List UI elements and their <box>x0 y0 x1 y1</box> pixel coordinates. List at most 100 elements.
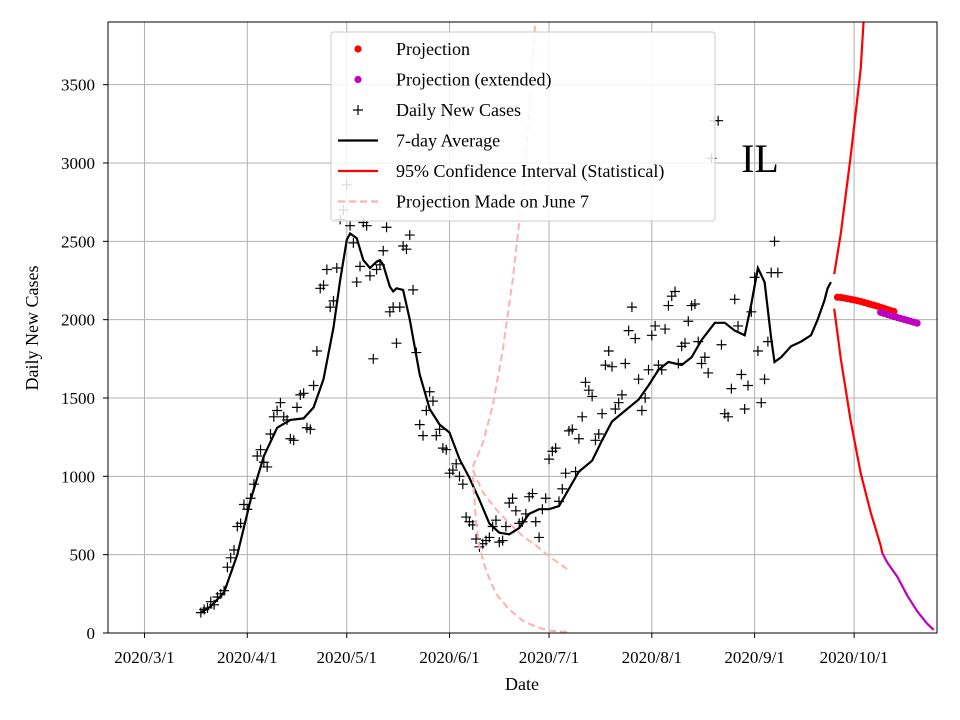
x-tick-label: 2020/10/1 <box>820 648 889 667</box>
daily-cases-marker <box>527 488 538 499</box>
plot-frame <box>107 21 938 634</box>
x-tick-label: 2020/4/1 <box>217 648 277 667</box>
legend: Projection Projection (extended) Daily New… <box>330 31 716 222</box>
y-axis-label: Daily New Cases <box>22 266 42 391</box>
daily-cases-marker <box>670 286 681 297</box>
projection-extended-point <box>913 319 921 327</box>
y-tick-label: 1000 <box>61 467 95 486</box>
daily-cases-marker <box>394 302 405 313</box>
daily-cases-marker <box>292 402 303 413</box>
daily-cases-marker <box>736 369 747 380</box>
y-tick-label: 2500 <box>61 232 95 251</box>
daily-cases-marker <box>739 403 750 414</box>
95-confidence-interval-statistical-lower-line <box>833 308 884 554</box>
daily-cases-marker <box>660 324 671 335</box>
state-label: IL <box>741 136 779 181</box>
daily-cases-marker <box>733 320 744 331</box>
x-tick-label: 2020/3/1 <box>114 648 174 667</box>
daily-cases-marker <box>490 515 501 526</box>
daily-cases-marker <box>534 532 545 543</box>
daily-cases-marker <box>348 237 359 248</box>
daily-cases-marker <box>683 316 694 327</box>
daily-cases-marker <box>643 364 654 375</box>
daily-cases-marker <box>640 393 651 403</box>
projection-made-on-june-7-upper-line <box>471 469 570 572</box>
daily-cases-marker <box>378 245 389 256</box>
plot-area <box>195 22 935 633</box>
daily-cases-marker <box>610 403 621 414</box>
daily-cases-marker <box>603 346 614 356</box>
daily-cases-marker <box>255 444 266 455</box>
daily-cases-marker <box>769 236 780 247</box>
daily-cases-marker <box>567 424 578 435</box>
daily-cases-marker <box>636 405 647 416</box>
daily-cases-marker <box>272 405 283 416</box>
daily-cases-marker <box>252 450 263 461</box>
y-tick-label: 500 <box>70 546 96 565</box>
daily-cases-marker <box>560 468 571 479</box>
daily-cases-marker <box>580 377 591 388</box>
daily-cases-marker <box>696 358 707 369</box>
daily-cases-marker <box>507 493 518 504</box>
daily-cases-marker <box>630 333 641 344</box>
daily-cases-marker <box>414 419 425 430</box>
daily-cases-marker <box>418 430 429 441</box>
daily-cases-marker <box>471 534 482 544</box>
x-tick-label: 2020/6/1 <box>419 648 479 667</box>
daily-cases-marker <box>699 352 710 363</box>
y-tick-label: 0 <box>87 624 96 643</box>
daily-cases-marker <box>288 435 299 446</box>
x-axis-label: Date <box>505 674 539 694</box>
daily-cases-marker <box>361 220 372 231</box>
daily-cases-marker <box>742 380 753 391</box>
legend-label-daily-new-cases: Daily New Cases <box>396 100 521 120</box>
daily-cases-marker <box>355 261 366 272</box>
legend-label-95-confidence-interval-statistical: 95% Confidence Interval (Statistical) <box>396 161 664 182</box>
daily-cases-marker <box>646 330 657 341</box>
95-confidence-interval-statistical-upper-line <box>833 22 865 275</box>
daily-cases-marker <box>759 374 770 385</box>
daily-cases-marker <box>404 230 415 241</box>
daily-cases-marker <box>510 505 521 516</box>
y-tick-label: 3000 <box>61 154 95 173</box>
projection-made-on-june-7-high-line <box>471 22 537 468</box>
daily-cases-marker <box>530 516 541 527</box>
daily-cases-marker <box>607 361 618 372</box>
x-tick-label: 2020/8/1 <box>622 648 682 667</box>
daily-cases-marker <box>626 302 637 313</box>
daily-cases-marker <box>497 535 508 546</box>
daily-cases-marker <box>623 325 634 336</box>
legend-label-projection: Projection <box>396 39 470 59</box>
x-tick-label: 2020/9/1 <box>724 648 784 667</box>
daily-cases-marker <box>364 270 375 281</box>
daily-cases-marker <box>441 444 452 455</box>
daily-cases-marker <box>351 277 362 288</box>
daily-cases-marker <box>225 552 236 563</box>
7-day-average-line <box>200 231 832 614</box>
daily-cases-marker <box>308 380 319 391</box>
daily-cases-marker <box>311 346 322 356</box>
daily-cases-marker <box>772 267 783 278</box>
daily-cases-marker <box>454 471 465 482</box>
daily-cases-marker <box>325 302 336 313</box>
daily-cases-marker <box>597 408 608 419</box>
daily-cases-marker <box>650 320 661 331</box>
daily-cases-marker <box>756 397 767 408</box>
daily-cases-marker <box>431 430 442 441</box>
daily-cases-marker <box>305 424 316 435</box>
daily-cases-marker <box>298 388 309 399</box>
daily-cases-marker <box>345 220 356 231</box>
y-tick-label: 3500 <box>61 76 95 95</box>
y-tick-label: 1500 <box>61 389 95 408</box>
legend-frame <box>330 31 716 222</box>
daily-cases-marker <box>424 386 435 397</box>
legend-label-7-day-average: 7-day Average <box>396 131 500 151</box>
daily-cases-marker <box>573 433 584 444</box>
daily-cases-marker <box>583 385 594 396</box>
daily-cases-marker <box>620 358 631 369</box>
daily-cases-marker <box>368 353 379 364</box>
daily-cases-marker <box>262 461 273 472</box>
axis-ticks: 2020/3/1 2020/4/1 2020/5/1 2020/6/1 2020/7/1… <box>61 76 889 667</box>
daily-cases-marker <box>391 338 402 349</box>
daily-cases-marker <box>268 411 279 422</box>
